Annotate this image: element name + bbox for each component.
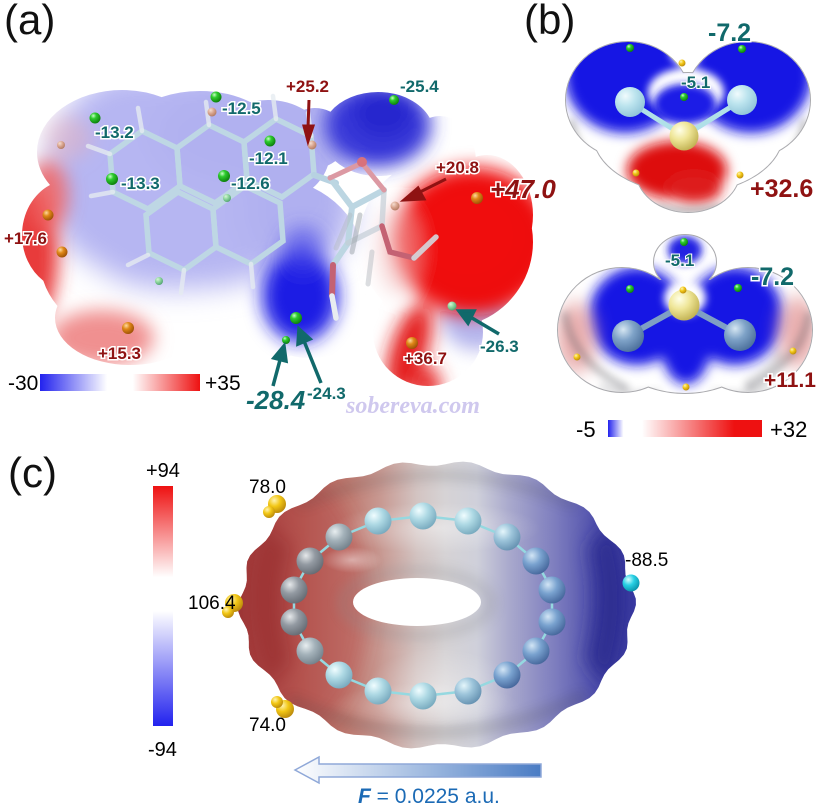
svg-text:+32: +32 bbox=[770, 417, 807, 442]
svg-text:-28.4: -28.4 bbox=[246, 385, 306, 415]
svg-text:+36.7: +36.7 bbox=[404, 349, 447, 368]
svg-text:(a): (a) bbox=[4, 0, 55, 43]
svg-text:+20.8: +20.8 bbox=[436, 158, 479, 177]
svg-text:-24.3: -24.3 bbox=[307, 384, 346, 403]
svg-text:+47.0: +47.0 bbox=[490, 174, 556, 204]
svg-text:-5.1: -5.1 bbox=[665, 251, 694, 270]
svg-text:106.4: 106.4 bbox=[188, 593, 236, 614]
svg-text:(c): (c) bbox=[8, 449, 57, 496]
svg-text:-25.4: -25.4 bbox=[400, 77, 439, 96]
svg-text:74.0: 74.0 bbox=[249, 715, 286, 736]
svg-text:-88.5: -88.5 bbox=[625, 550, 668, 571]
svg-text:+35: +35 bbox=[205, 372, 241, 395]
svg-text:-94: -94 bbox=[148, 739, 177, 761]
svg-text:+17.6: +17.6 bbox=[4, 229, 47, 248]
svg-text:-13.3: -13.3 bbox=[121, 174, 160, 193]
svg-text:78.0: 78.0 bbox=[249, 477, 286, 498]
svg-text:+15.3: +15.3 bbox=[98, 344, 141, 363]
svg-text:-12.6: -12.6 bbox=[231, 174, 270, 193]
svg-text:-7.2: -7.2 bbox=[751, 263, 794, 291]
svg-text:-30: -30 bbox=[8, 372, 38, 395]
svg-text:-5.1: -5.1 bbox=[681, 73, 710, 92]
svg-text:F = 0.0225 a.u.: F = 0.0225 a.u. bbox=[358, 785, 500, 808]
svg-text:-5: -5 bbox=[576, 417, 596, 442]
svg-text:+11.1: +11.1 bbox=[764, 369, 816, 392]
svg-text:+94: +94 bbox=[146, 460, 180, 482]
svg-text:-12.1: -12.1 bbox=[249, 149, 288, 168]
svg-text:+32.6: +32.6 bbox=[750, 175, 813, 203]
svg-text:sobereva.com: sobereva.com bbox=[345, 393, 480, 419]
svg-text:(b): (b) bbox=[524, 0, 575, 43]
svg-text:-13.2: -13.2 bbox=[95, 123, 134, 142]
svg-text:-12.5: -12.5 bbox=[222, 99, 261, 118]
svg-text:-7.2: -7.2 bbox=[708, 19, 751, 47]
svg-text:+25.2: +25.2 bbox=[286, 77, 329, 96]
svg-text:-26.3: -26.3 bbox=[480, 337, 519, 356]
